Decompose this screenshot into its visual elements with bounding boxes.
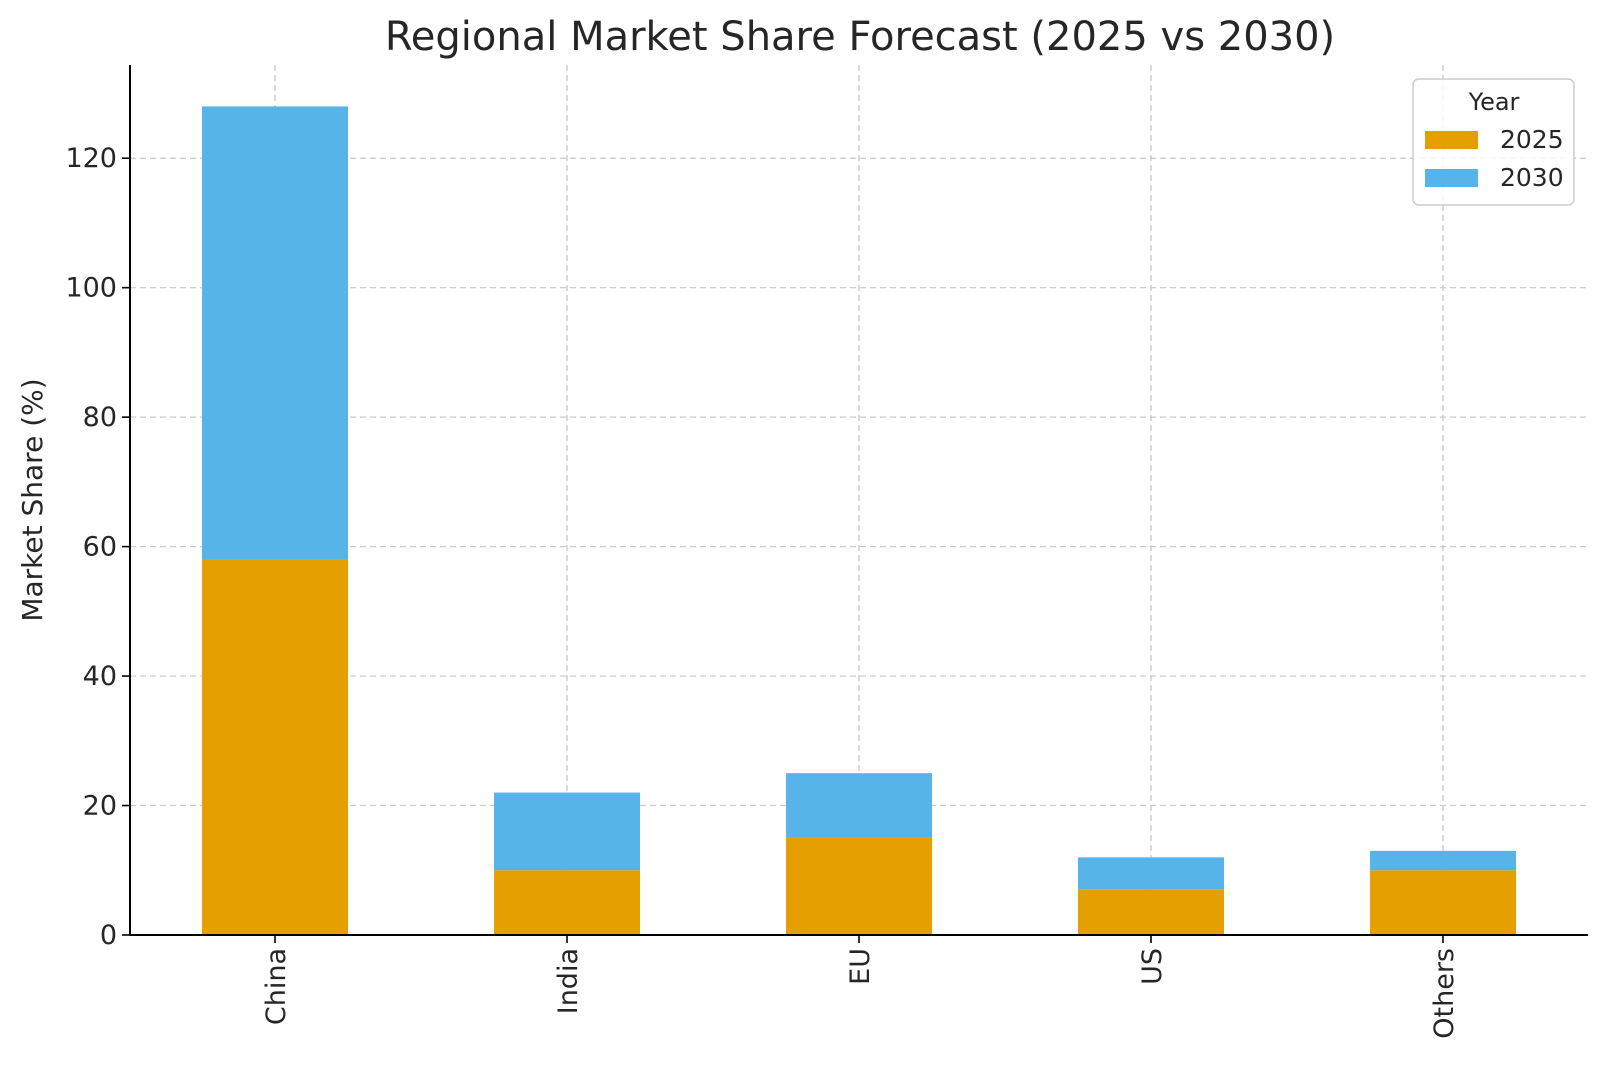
y-tick-label: 120 [65, 143, 117, 174]
x-tick-label-china: China [261, 948, 292, 1025]
bar-2030-india [494, 792, 640, 871]
x-tick-label-us: US [1137, 948, 1168, 985]
bar-2030-others [1370, 850, 1516, 871]
y-tick-label: 0 [100, 920, 117, 951]
y-axis-ticks: 0 20 40 60 80 100 120 [65, 143, 130, 951]
x-axis-ticks: China India EU US Others [261, 935, 1460, 1039]
y-tick-label: 40 [83, 661, 117, 692]
y-tick-label: 20 [83, 791, 117, 822]
y-axis-label: Market Share (%) [16, 378, 49, 621]
bar-2025-us [1078, 889, 1224, 935]
x-tick-label-india: India [553, 948, 584, 1014]
bar-2025-china [202, 559, 348, 935]
x-tick-label-others: Others [1429, 948, 1460, 1039]
bar-2030-china [202, 106, 348, 560]
legend-swatch-2025 [1425, 131, 1478, 149]
bars-group [202, 106, 1516, 935]
legend-title: Year [1468, 88, 1520, 116]
y-tick-label: 100 [65, 273, 117, 304]
y-tick-label: 80 [83, 402, 117, 433]
bar-2025-india [494, 870, 640, 935]
legend: Year 2025 2030 [1412, 78, 1575, 206]
x-tick-label-eu: EU [845, 948, 876, 985]
chart-title: Regional Market Share Forecast (2025 vs … [385, 14, 1335, 60]
bar-2025-eu [786, 837, 932, 935]
bar-2025-others [1370, 870, 1516, 935]
legend-label-2025: 2025 [1500, 125, 1564, 154]
bar-2030-us [1078, 857, 1224, 890]
y-tick-label: 60 [83, 532, 117, 563]
legend-swatch-2030 [1425, 169, 1478, 187]
legend-label-2030: 2030 [1500, 163, 1564, 192]
bar-2030-eu [786, 773, 932, 838]
